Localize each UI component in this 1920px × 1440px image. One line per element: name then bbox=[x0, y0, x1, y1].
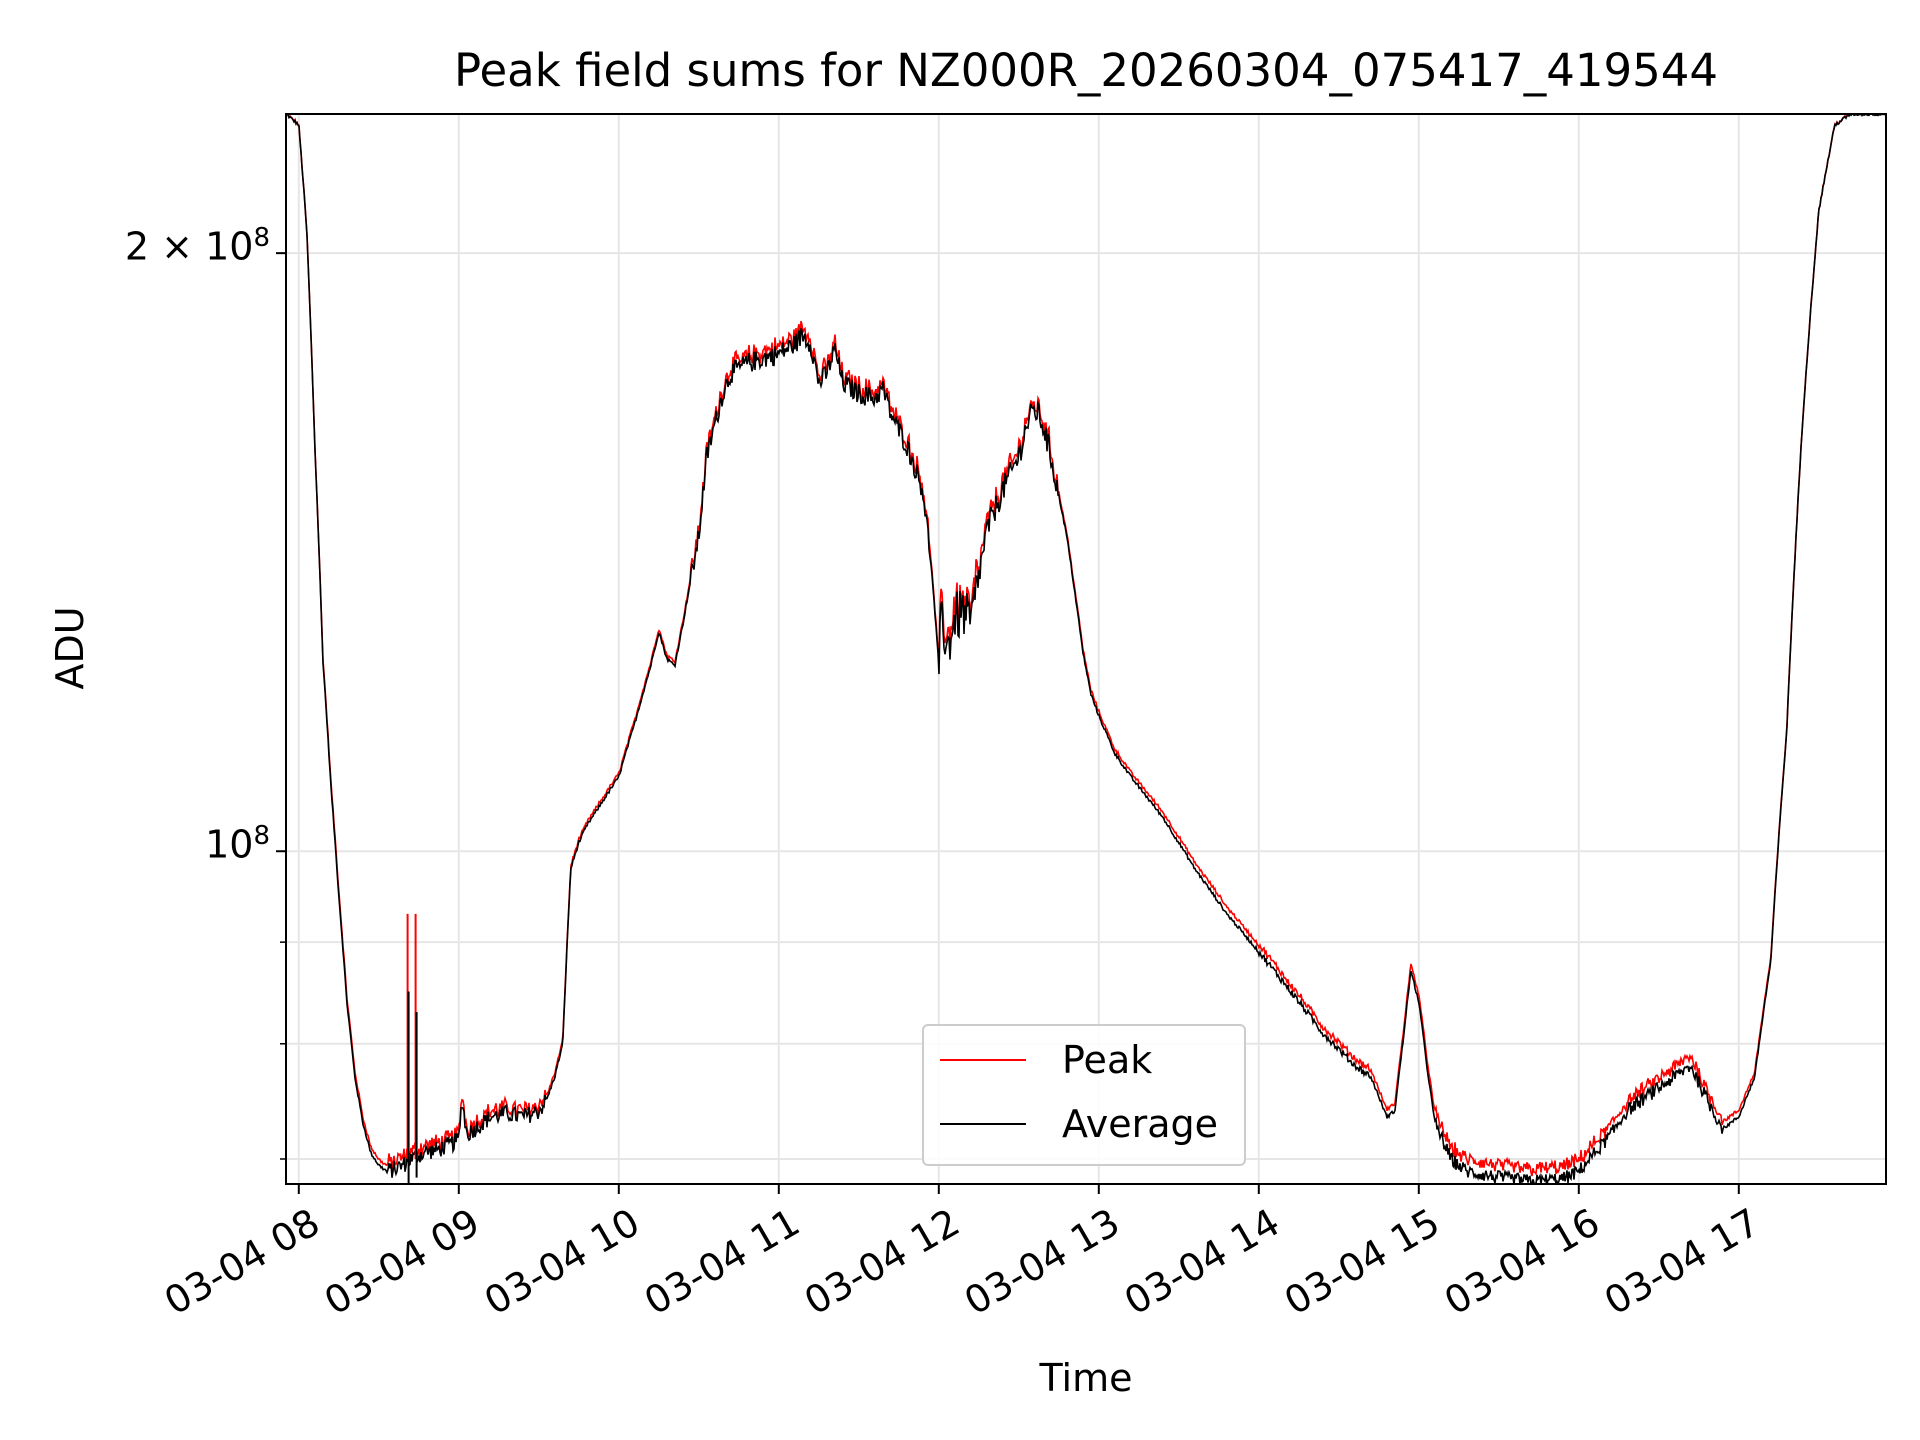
y-tick-base: 10 bbox=[205, 822, 254, 867]
tick-layer bbox=[276, 252, 1740, 1194]
series-line-peak bbox=[286, 114, 1886, 1177]
chart-title: Peak field sums for NZ000R_20260304_0754… bbox=[453, 44, 1719, 97]
legend-entry-average: Average bbox=[940, 1102, 1219, 1146]
y-tick-label: 2 × 108 bbox=[125, 223, 270, 269]
y-tick-base: 10 bbox=[205, 224, 254, 269]
y-tick-exponent: 8 bbox=[253, 223, 270, 254]
y-tick-mantissa: 2 × bbox=[124, 224, 206, 269]
axes-frame bbox=[285, 113, 1887, 1185]
y-tick-label: 108 bbox=[205, 821, 270, 867]
legend: Peak Average bbox=[922, 1024, 1246, 1166]
legend-label-average: Average bbox=[1062, 1102, 1219, 1146]
x-axis-label: Time bbox=[1039, 1356, 1133, 1400]
y-axis-label: ADU bbox=[48, 606, 92, 690]
series-line-average bbox=[286, 114, 1886, 1184]
legend-label-peak: Peak bbox=[1062, 1038, 1153, 1082]
series-layer bbox=[286, 114, 1886, 1184]
legend-swatch-peak bbox=[940, 1059, 1026, 1061]
legend-entry-peak: Peak bbox=[940, 1038, 1153, 1082]
legend-swatch-average bbox=[940, 1123, 1026, 1125]
y-tick-exponent: 8 bbox=[253, 821, 270, 852]
